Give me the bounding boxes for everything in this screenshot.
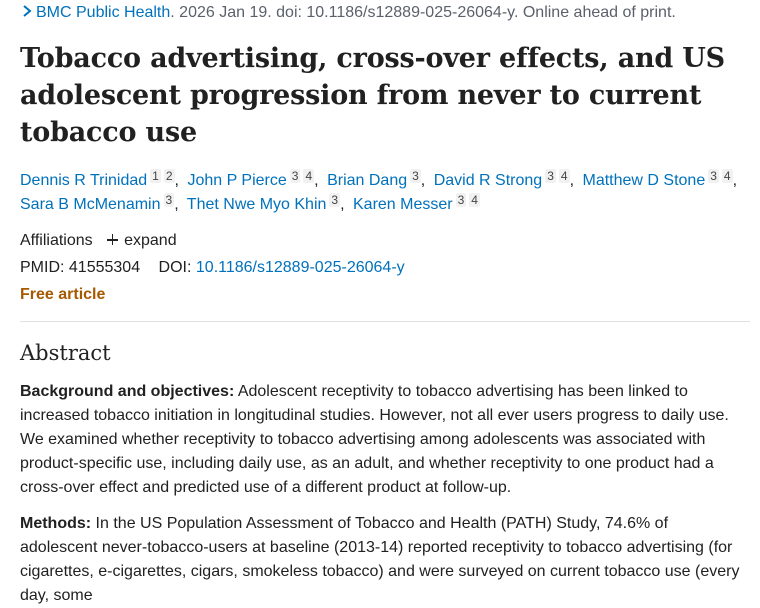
methods-text: In the US Population Assessment of Tobac… xyxy=(20,515,740,604)
author-separator: , xyxy=(420,172,426,189)
author-item: Brian Dang 3, xyxy=(327,169,429,189)
pmid-value: 41555304 xyxy=(68,259,141,276)
author-separator: , xyxy=(732,172,738,189)
author-item: Thet Nwe Myo Khin 3, xyxy=(186,193,349,213)
author-item: Dennis R Trinidad 1 2, xyxy=(20,169,183,189)
author-item: John P Pierce 3 4, xyxy=(187,169,322,189)
affiliation-ref[interactable]: 3 xyxy=(455,193,467,207)
author-link[interactable]: Thet Nwe Myo Khin xyxy=(186,196,327,213)
author-separator: , xyxy=(340,196,345,213)
abstract-background-paragraph: Background and objectives: Adolescent re… xyxy=(20,380,745,500)
author-separator: , xyxy=(174,196,179,213)
plus-icon xyxy=(107,234,119,245)
affiliations-label: Affiliations xyxy=(20,232,93,249)
affiliation-ref[interactable]: 4 xyxy=(469,193,480,207)
author-separator: , xyxy=(569,172,575,189)
background-text: Adolescent receptivity to tobacco advert… xyxy=(20,383,729,496)
author-item: Sara B McMenamin 3, xyxy=(20,193,183,213)
citation-details: . 2026 Jan 19. doi: 10.1186/s12889-025-2… xyxy=(170,4,676,21)
author-link[interactable]: Dennis R Trinidad xyxy=(20,172,148,189)
author-separator: , xyxy=(314,172,319,189)
affiliation-ref[interactable]: 4 xyxy=(303,169,315,183)
affiliation-ref[interactable]: 3 xyxy=(410,169,421,183)
background-label: Background and objectives: xyxy=(20,383,235,400)
author-item: Matthew D Stone 3 4, xyxy=(582,169,741,189)
chevron-right-icon xyxy=(23,5,32,17)
author-link[interactable]: Matthew D Stone xyxy=(582,172,706,189)
author-link[interactable]: Karen Messer xyxy=(353,196,453,213)
author-link[interactable]: Sara B McMenamin xyxy=(20,196,161,213)
abstract-methods-paragraph: Methods: In the US Population Assessment… xyxy=(20,512,745,608)
affiliations-row: Affiliations expand xyxy=(20,230,177,252)
author-item: Karen Messer 3 4 xyxy=(353,193,480,213)
free-article-badge: Free article xyxy=(20,286,106,303)
pmid-label: PMID: xyxy=(20,259,65,276)
journal-link[interactable]: BMC Public Health xyxy=(36,4,171,21)
affiliation-ref[interactable]: 2 xyxy=(163,169,175,183)
affiliation-ref[interactable]: 3 xyxy=(545,169,556,183)
author-item: David R Strong 3 4, xyxy=(433,169,578,189)
author-link[interactable]: Brian Dang xyxy=(327,172,408,189)
affiliation-ref[interactable]: 3 xyxy=(163,193,175,207)
affiliation-ref[interactable]: 3 xyxy=(289,169,301,183)
abstract-heading: Abstract xyxy=(20,341,111,365)
affiliation-ref[interactable]: 3 xyxy=(329,193,341,207)
article-title: Tobacco advertising, cross-over effects,… xyxy=(20,43,725,148)
citation-line: BMC Public Health. 2026 Jan 19. doi: 10.… xyxy=(20,3,750,23)
expand-label: expand xyxy=(124,232,177,249)
section-divider xyxy=(20,321,750,322)
identifiers-row: PMID: 41555304 DOI: 10.1186/s12889-025-2… xyxy=(20,257,405,279)
author-separator: , xyxy=(174,172,179,189)
authors-list: Dennis R Trinidad 1 2, John P Pierce 3 4, Br… xyxy=(20,169,745,217)
author-link[interactable]: John P Pierce xyxy=(187,172,287,189)
expand-affiliations-button[interactable]: expand xyxy=(107,232,177,249)
affiliation-ref[interactable]: 4 xyxy=(721,169,733,183)
doi-link[interactable]: 10.1186/s12889-025-26064-y xyxy=(195,259,405,276)
doi-label: DOI: xyxy=(158,259,192,276)
affiliation-ref[interactable]: 4 xyxy=(558,169,570,183)
affiliation-ref[interactable]: 3 xyxy=(708,169,719,183)
author-link[interactable]: David R Strong xyxy=(433,172,543,189)
methods-label: Methods: xyxy=(20,515,92,532)
affiliation-ref[interactable]: 1 xyxy=(150,169,161,183)
